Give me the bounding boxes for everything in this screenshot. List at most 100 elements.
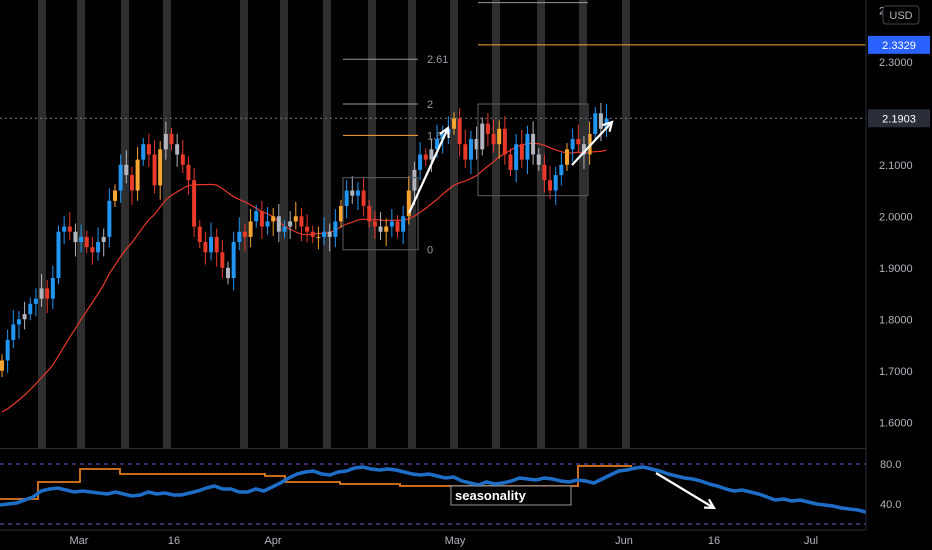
candle xyxy=(175,133,180,167)
trend-arrow-3 xyxy=(655,472,716,510)
candle xyxy=(468,130,473,175)
candle xyxy=(197,220,202,249)
season-band-8 xyxy=(408,0,416,448)
time-axis-ticks: Mar 16 Apr May Jun 16 Jul xyxy=(70,535,819,547)
candle xyxy=(259,200,264,239)
candle xyxy=(242,223,247,252)
candle xyxy=(118,154,123,203)
range-boxes xyxy=(342,103,589,251)
svg-text:2.1903: 2.1903 xyxy=(882,113,916,125)
season-band-1 xyxy=(77,0,85,448)
season-band-13 xyxy=(622,0,630,448)
price-tick-label: 2.1000 xyxy=(879,160,913,172)
candle xyxy=(129,166,134,205)
season-band-10 xyxy=(492,0,500,448)
price-tick-label: 1.7000 xyxy=(879,366,913,378)
candle xyxy=(322,217,327,246)
candle xyxy=(288,211,293,239)
price-badges: 2.3329 2.1903 xyxy=(868,35,930,128)
candle xyxy=(553,166,558,205)
trend-arrow-2 xyxy=(571,120,614,166)
candle xyxy=(124,150,129,184)
candle xyxy=(384,218,389,247)
candle xyxy=(497,120,502,159)
candle xyxy=(28,297,33,321)
candle xyxy=(412,161,417,205)
seasonality-pane: seasonality xyxy=(0,463,867,525)
candle xyxy=(96,227,101,261)
candle xyxy=(570,128,575,162)
price-tick-label: 1.9000 xyxy=(879,263,913,275)
candle xyxy=(418,142,423,181)
candle xyxy=(67,212,72,240)
candle xyxy=(542,154,547,193)
candle xyxy=(226,261,230,285)
candle xyxy=(491,119,496,153)
candle xyxy=(203,231,208,265)
candle xyxy=(423,148,428,166)
price-tick-label: 2.3000 xyxy=(879,57,913,69)
range-box-1 xyxy=(342,177,419,251)
candle xyxy=(237,217,242,251)
candle xyxy=(62,216,67,245)
candle xyxy=(604,104,609,137)
season-band-3 xyxy=(163,0,171,448)
candle xyxy=(22,301,27,330)
candle xyxy=(11,309,16,349)
candle xyxy=(502,116,507,165)
trend-arrows xyxy=(408,120,716,510)
time-tick-label: Mar xyxy=(70,535,89,547)
candle xyxy=(305,214,310,243)
price-tick-label: 1.8000 xyxy=(879,314,913,326)
candle xyxy=(519,129,524,168)
candle xyxy=(271,208,276,236)
moving-average-line xyxy=(1,142,607,413)
time-tick-label: Jun xyxy=(615,535,633,547)
seasonality-annotation-box xyxy=(450,485,572,506)
candle xyxy=(401,205,406,245)
oscillator-axis-ticks: 40.0 80.0 xyxy=(880,459,901,511)
time-tick-label: 16 xyxy=(168,535,180,547)
candle xyxy=(101,228,106,257)
candle xyxy=(339,199,343,228)
season-band-2 xyxy=(121,0,129,448)
candle xyxy=(389,209,394,237)
candle xyxy=(0,354,4,377)
candle xyxy=(152,140,157,194)
candle xyxy=(248,209,253,248)
candle xyxy=(180,140,185,174)
candle xyxy=(45,280,50,314)
candle xyxy=(163,121,168,160)
fib-label: 2.61 xyxy=(427,54,448,66)
candle xyxy=(316,226,321,250)
candle xyxy=(344,180,349,219)
candle xyxy=(327,223,332,252)
price-tick-label: 1.6000 xyxy=(879,417,913,429)
candle xyxy=(367,199,372,228)
candle xyxy=(73,223,78,257)
candle xyxy=(548,165,553,199)
season-band-0 xyxy=(38,0,46,448)
currency-selector[interactable] xyxy=(882,5,920,25)
candle xyxy=(16,311,21,339)
price-badge: 2.1903 xyxy=(868,109,930,128)
candle xyxy=(220,239,225,279)
candle xyxy=(587,121,592,165)
season-band-9 xyxy=(450,0,458,448)
price-tick-label: 2.0000 xyxy=(879,211,913,223)
candle xyxy=(209,222,214,261)
candle xyxy=(56,225,61,285)
candle xyxy=(452,112,456,135)
candle xyxy=(350,176,355,204)
candle xyxy=(457,108,462,157)
candle xyxy=(565,143,569,171)
candle xyxy=(146,133,151,167)
candle xyxy=(508,148,513,177)
candle xyxy=(186,156,191,195)
osc-blue-line xyxy=(0,465,867,514)
fib-label: 2 xyxy=(427,99,433,111)
season-band-7 xyxy=(368,0,376,448)
trend-arrow-1 xyxy=(408,125,450,214)
candle xyxy=(395,215,400,238)
